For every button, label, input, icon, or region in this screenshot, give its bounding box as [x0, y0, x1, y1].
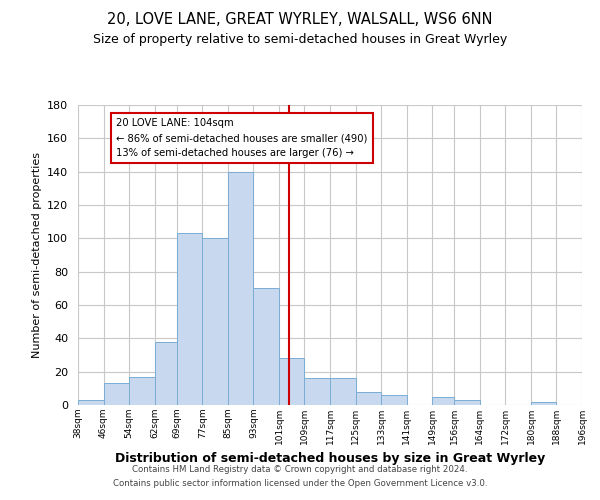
- Y-axis label: Number of semi-detached properties: Number of semi-detached properties: [32, 152, 41, 358]
- Text: 20 LOVE LANE: 104sqm
← 86% of semi-detached houses are smaller (490)
13% of semi: 20 LOVE LANE: 104sqm ← 86% of semi-detac…: [116, 118, 368, 158]
- Bar: [330, 378, 356, 405]
- Bar: [454, 400, 480, 405]
- Bar: [356, 392, 381, 405]
- Text: Size of property relative to semi-detached houses in Great Wyrley: Size of property relative to semi-detach…: [93, 32, 507, 46]
- Bar: [78, 400, 104, 405]
- Bar: [304, 378, 330, 405]
- Text: 20, LOVE LANE, GREAT WYRLEY, WALSALL, WS6 6NN: 20, LOVE LANE, GREAT WYRLEY, WALSALL, WS…: [107, 12, 493, 28]
- Bar: [432, 396, 454, 405]
- Bar: [202, 238, 228, 405]
- Text: Contains HM Land Registry data © Crown copyright and database right 2024.
Contai: Contains HM Land Registry data © Crown c…: [113, 466, 487, 487]
- Bar: [177, 234, 202, 405]
- Bar: [253, 288, 279, 405]
- Bar: [228, 172, 253, 405]
- Bar: [104, 384, 129, 405]
- X-axis label: Distribution of semi-detached houses by size in Great Wyrley: Distribution of semi-detached houses by …: [115, 452, 545, 466]
- Bar: [531, 402, 556, 405]
- Bar: [129, 376, 155, 405]
- Bar: [279, 358, 304, 405]
- Bar: [381, 395, 407, 405]
- Bar: [155, 342, 177, 405]
